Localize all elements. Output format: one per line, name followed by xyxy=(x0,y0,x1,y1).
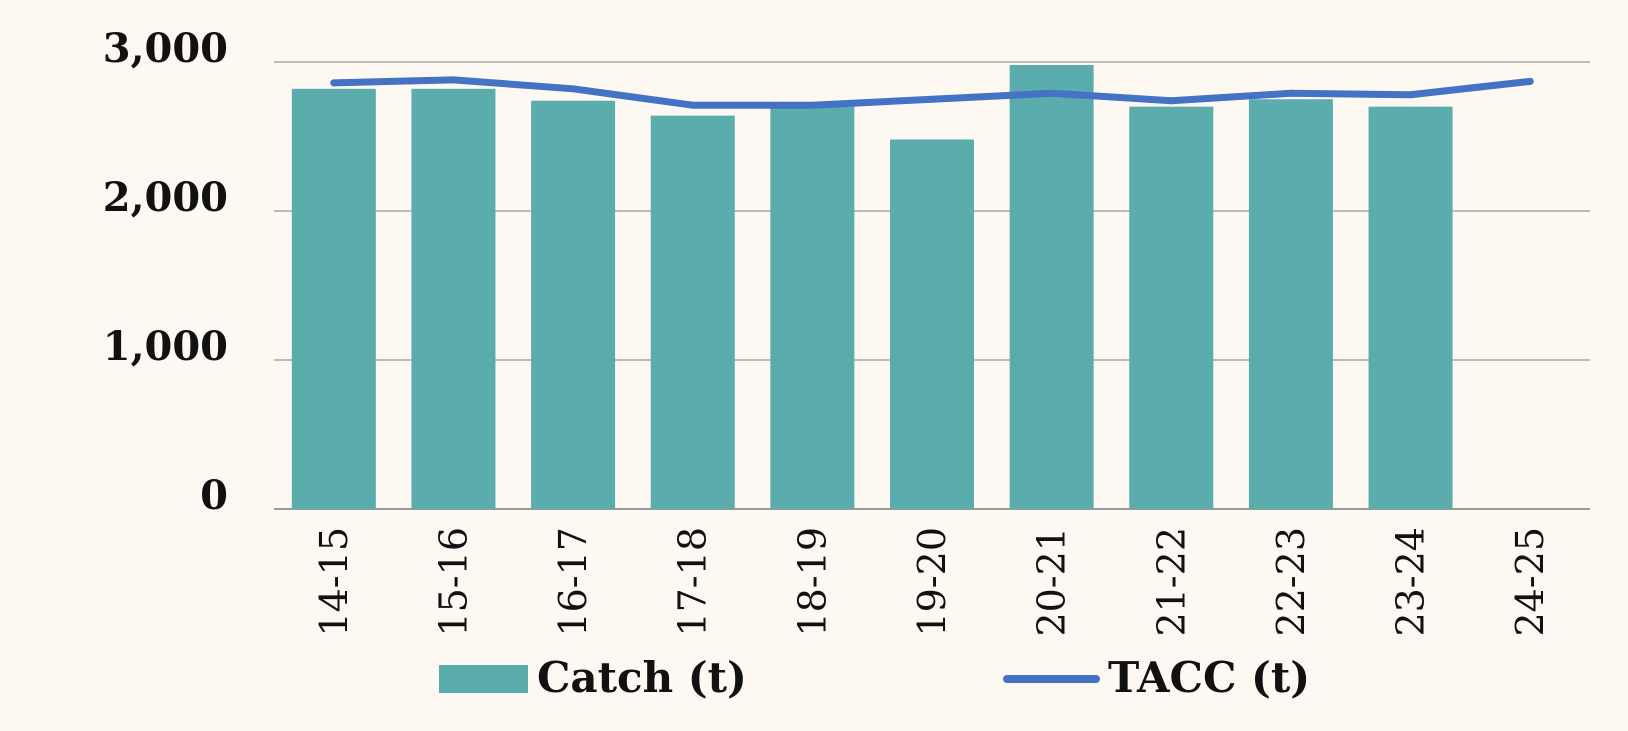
x-axis-ticks: 14-15 15-16 16-17 17-18 18-19 19-20 20-21 21-22… xyxy=(312,527,1552,637)
legend: Catch (t) TACC (t) xyxy=(439,653,1310,702)
x-tick-label: 14-15 xyxy=(312,527,356,637)
tacc-point xyxy=(330,79,338,87)
x-tick-label: 21-22 xyxy=(1149,527,1193,637)
catch-bar xyxy=(1129,106,1214,509)
y-tick-label: 3,000 xyxy=(103,25,228,72)
legend-swatch-catch xyxy=(439,665,528,693)
tacc-point xyxy=(689,101,697,109)
tacc-point xyxy=(1526,77,1534,85)
y-tick-label: 0 xyxy=(200,472,228,519)
x-tick-label: 24-25 xyxy=(1508,527,1552,637)
tacc-point xyxy=(808,101,816,109)
legend-label-catch: Catch (t) xyxy=(537,653,747,702)
catch-bar xyxy=(770,102,855,509)
x-tick-label: 17-18 xyxy=(671,527,715,637)
catch-bar xyxy=(1009,64,1094,509)
y-tick-label: 1,000 xyxy=(103,323,228,370)
x-tick-label: 16-17 xyxy=(551,527,595,637)
tacc-point xyxy=(1287,89,1295,97)
catch-bar xyxy=(890,139,974,510)
catch-bar xyxy=(291,88,376,509)
tacc-point xyxy=(1407,91,1415,99)
catch-bars xyxy=(291,64,1453,510)
catch-bar xyxy=(531,100,616,510)
catch-bar xyxy=(411,88,496,509)
x-tick-label: 18-19 xyxy=(790,527,834,637)
tacc-point xyxy=(569,85,577,93)
tacc-point xyxy=(1167,97,1175,105)
catch-bar xyxy=(1368,106,1453,509)
tacc-point xyxy=(928,95,936,103)
x-tick-label: 23-24 xyxy=(1389,527,1433,637)
x-tick-label: 19-20 xyxy=(910,527,954,637)
catch-bar xyxy=(1248,99,1333,509)
y-axis-ticks: 0 1,000 2,000 3,000 xyxy=(103,25,228,519)
x-tick-label: 15-16 xyxy=(431,527,475,637)
tacc-point xyxy=(1048,89,1056,97)
legend-label-tacc: TACC (t) xyxy=(1108,653,1310,702)
tacc-point xyxy=(449,76,457,84)
x-tick-label: 20-21 xyxy=(1030,527,1074,637)
catch-bar xyxy=(650,115,735,509)
tacc-line xyxy=(330,76,1534,109)
y-tick-label: 2,000 xyxy=(103,174,228,221)
x-tick-label: 22-23 xyxy=(1269,527,1313,637)
